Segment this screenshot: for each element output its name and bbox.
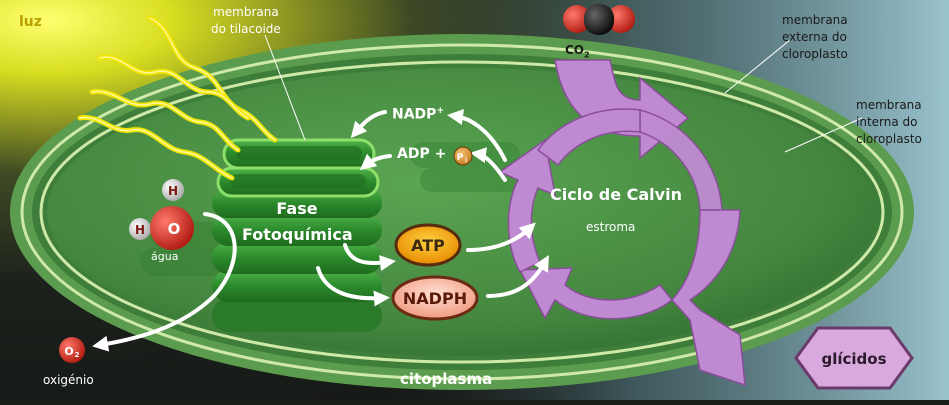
- atp-badge: ATP: [394, 223, 462, 267]
- arrow-water-to-oxygen: [92, 212, 237, 352]
- inner-membrane-label: membrana interna do cloroplasto: [856, 98, 922, 146]
- svg-text:H: H: [168, 184, 178, 198]
- outer-membrane-line: [20, 43, 904, 381]
- oxygen-molecule: O 2: [59, 337, 85, 363]
- arrow-to-nadp: [447, 109, 507, 162]
- process-arrows: [92, 109, 549, 352]
- arrow-atp-to-calvin: [466, 222, 536, 252]
- phosphate-ball: P i: [453, 146, 473, 166]
- nadph-badge: NADPH: [391, 275, 479, 321]
- light-rays: [77, 15, 278, 181]
- granum-stack: [212, 138, 382, 332]
- light-label: luz: [19, 14, 42, 30]
- atp-label: ATP: [411, 236, 445, 255]
- arrow-to-adp: [470, 147, 507, 182]
- inner-membrane-pointer: [784, 117, 863, 153]
- glucides-exit-arrow: [670, 209, 746, 387]
- photochemical-phase-label: Fase Fotoquímica: [242, 199, 353, 244]
- calvin-cycle-label: Ciclo de Calvin: [550, 185, 682, 204]
- water-label: água: [151, 250, 179, 263]
- svg-text:O: O: [64, 345, 73, 358]
- thylakoid-pointer: [264, 34, 306, 141]
- outer-membrane-pointer: [724, 39, 791, 94]
- arrow-to-nadph: [316, 266, 390, 307]
- glucides-label: glícidos: [821, 350, 886, 368]
- svg-text:H: H: [135, 223, 145, 237]
- thylakoid-membrane-label: membrana do tilacoide: [211, 5, 281, 36]
- co2-molecule: [563, 4, 635, 35]
- outer-membrane-label: membrana externa do cloroplasto: [782, 13, 848, 61]
- svg-text:O: O: [168, 220, 181, 238]
- arrow-to-atp: [343, 243, 396, 271]
- arrow-adp-to-granum: [359, 153, 392, 171]
- inner-membrane-line: [39, 60, 885, 364]
- cytoplasm-label: citoplasma: [400, 370, 493, 388]
- adp-label: ADP +: [397, 146, 447, 162]
- svg-text:i: i: [465, 157, 467, 164]
- nadph-label: NADPH: [403, 289, 467, 308]
- svg-text:2: 2: [75, 351, 80, 359]
- co2-label: CO2: [565, 43, 590, 60]
- svg-text:P: P: [457, 153, 464, 163]
- oxygen-label: oxigénio: [43, 373, 94, 387]
- stroma-label: estroma: [586, 220, 636, 234]
- glucides-badge: glícidos: [794, 326, 914, 390]
- nadp-label: NADP+: [392, 106, 444, 123]
- water-molecule: H H O: [129, 179, 194, 250]
- arrow-nadp-to-granum: [350, 110, 387, 139]
- arrow-nadph-to-calvin: [486, 255, 549, 298]
